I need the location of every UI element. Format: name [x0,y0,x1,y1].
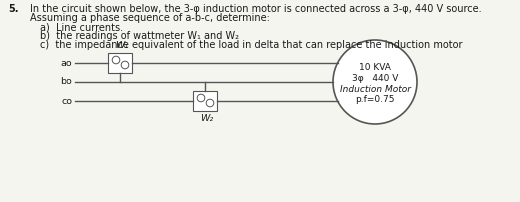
Circle shape [121,61,129,69]
Text: 10 KVA: 10 KVA [359,63,391,73]
Text: Induction Motor: Induction Motor [340,84,410,94]
Circle shape [333,40,417,124]
Text: bo: bo [60,78,72,86]
Text: a)  Line currents.: a) Line currents. [40,22,123,32]
Text: b)  the readings of wattmeter W₁ and W₂: b) the readings of wattmeter W₁ and W₂ [40,31,239,41]
Text: p.f=0.75: p.f=0.75 [355,95,395,104]
FancyBboxPatch shape [193,91,217,111]
Circle shape [206,99,214,107]
Text: 3φ   440 V: 3φ 440 V [352,74,398,83]
Circle shape [197,94,205,102]
Text: 5.: 5. [8,4,19,14]
Text: W₂: W₂ [200,114,214,123]
Text: Assuming a phase sequence of a-b-c, determine:: Assuming a phase sequence of a-b-c, dete… [30,13,270,23]
Text: W₁: W₁ [115,41,128,50]
Text: In the circuit shown below, the 3-φ induction motor is connected across a 3-φ, 4: In the circuit shown below, the 3-φ indu… [30,4,482,14]
Text: c)  the impedance equivalent of the load in delta that can replace the induction: c) the impedance equivalent of the load … [40,40,462,50]
Text: co: co [61,97,72,105]
FancyBboxPatch shape [108,53,132,73]
Text: ao: ao [60,59,72,67]
Circle shape [112,56,120,64]
